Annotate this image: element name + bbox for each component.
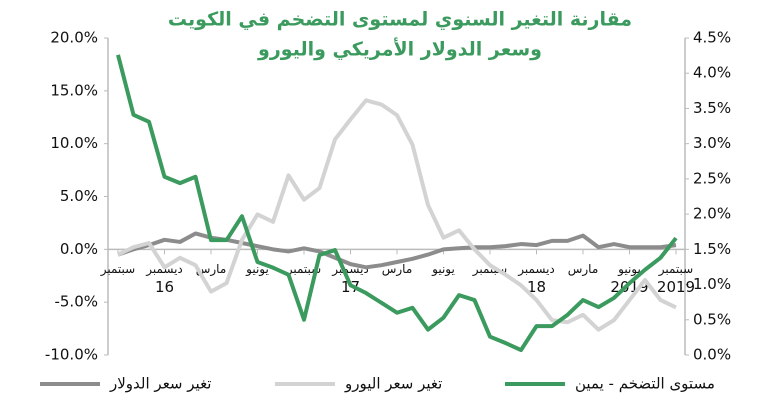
y2-tick-label: 3.5% — [693, 99, 731, 117]
legend-label: تغير سعر الدولار — [109, 375, 211, 393]
y-tick-label: -5.0% — [54, 293, 98, 311]
y-tick-label: 10.0% — [50, 134, 98, 152]
x-year-label: 18 — [527, 278, 546, 296]
chart-title: وسعر الدولار الأمريكي واليورو — [257, 38, 542, 61]
y-tick-label: 15.0% — [50, 81, 98, 99]
y2-tick-label: 0.5% — [693, 310, 731, 328]
x-tick-label: سبتمبر — [286, 262, 321, 277]
legend-label: مستوى التضخم - يمين — [575, 375, 715, 393]
y-tick-label: 0.0% — [60, 240, 98, 258]
x-year-label: 2019 — [657, 278, 695, 296]
y2-tick-label: 4.5% — [693, 29, 731, 47]
legend-label: تغير سعر اليورو — [344, 375, 442, 393]
x-tick-label: ديسمبر — [145, 262, 183, 277]
chart-title: مقارنة التغير السنوي لمستوى التضخم في ال… — [168, 9, 632, 32]
y-tick-label: -10.0% — [45, 346, 98, 364]
y2-tick-label: 0.0% — [693, 346, 731, 364]
series-line — [117, 98, 677, 332]
y2-tick-label: 1.0% — [693, 275, 731, 293]
y2-tick-label: 2.0% — [693, 205, 731, 223]
y-tick-label: 20.0% — [50, 29, 98, 47]
y2-tick-label: 3.0% — [693, 134, 731, 152]
series-line — [116, 54, 678, 353]
y-tick-label: 5.0% — [60, 187, 98, 205]
x-tick-label: يونيو — [431, 262, 455, 277]
x-tick-label: يونيو — [617, 262, 641, 277]
y2-tick-label: 4.0% — [693, 64, 731, 82]
x-tick-label: مارس — [196, 262, 227, 277]
x-tick-label: سبتمبر — [658, 262, 693, 277]
x-year-label: 16 — [155, 278, 174, 296]
x-tick-label: مارس — [568, 262, 599, 277]
y2-tick-label: 2.5% — [693, 169, 731, 187]
y2-tick-label: 1.5% — [693, 240, 731, 258]
x-tick-label: سبتمبر — [100, 262, 135, 277]
x-tick-label: سبتمبر — [472, 262, 507, 277]
x-tick-label: ديسمبر — [517, 262, 555, 277]
